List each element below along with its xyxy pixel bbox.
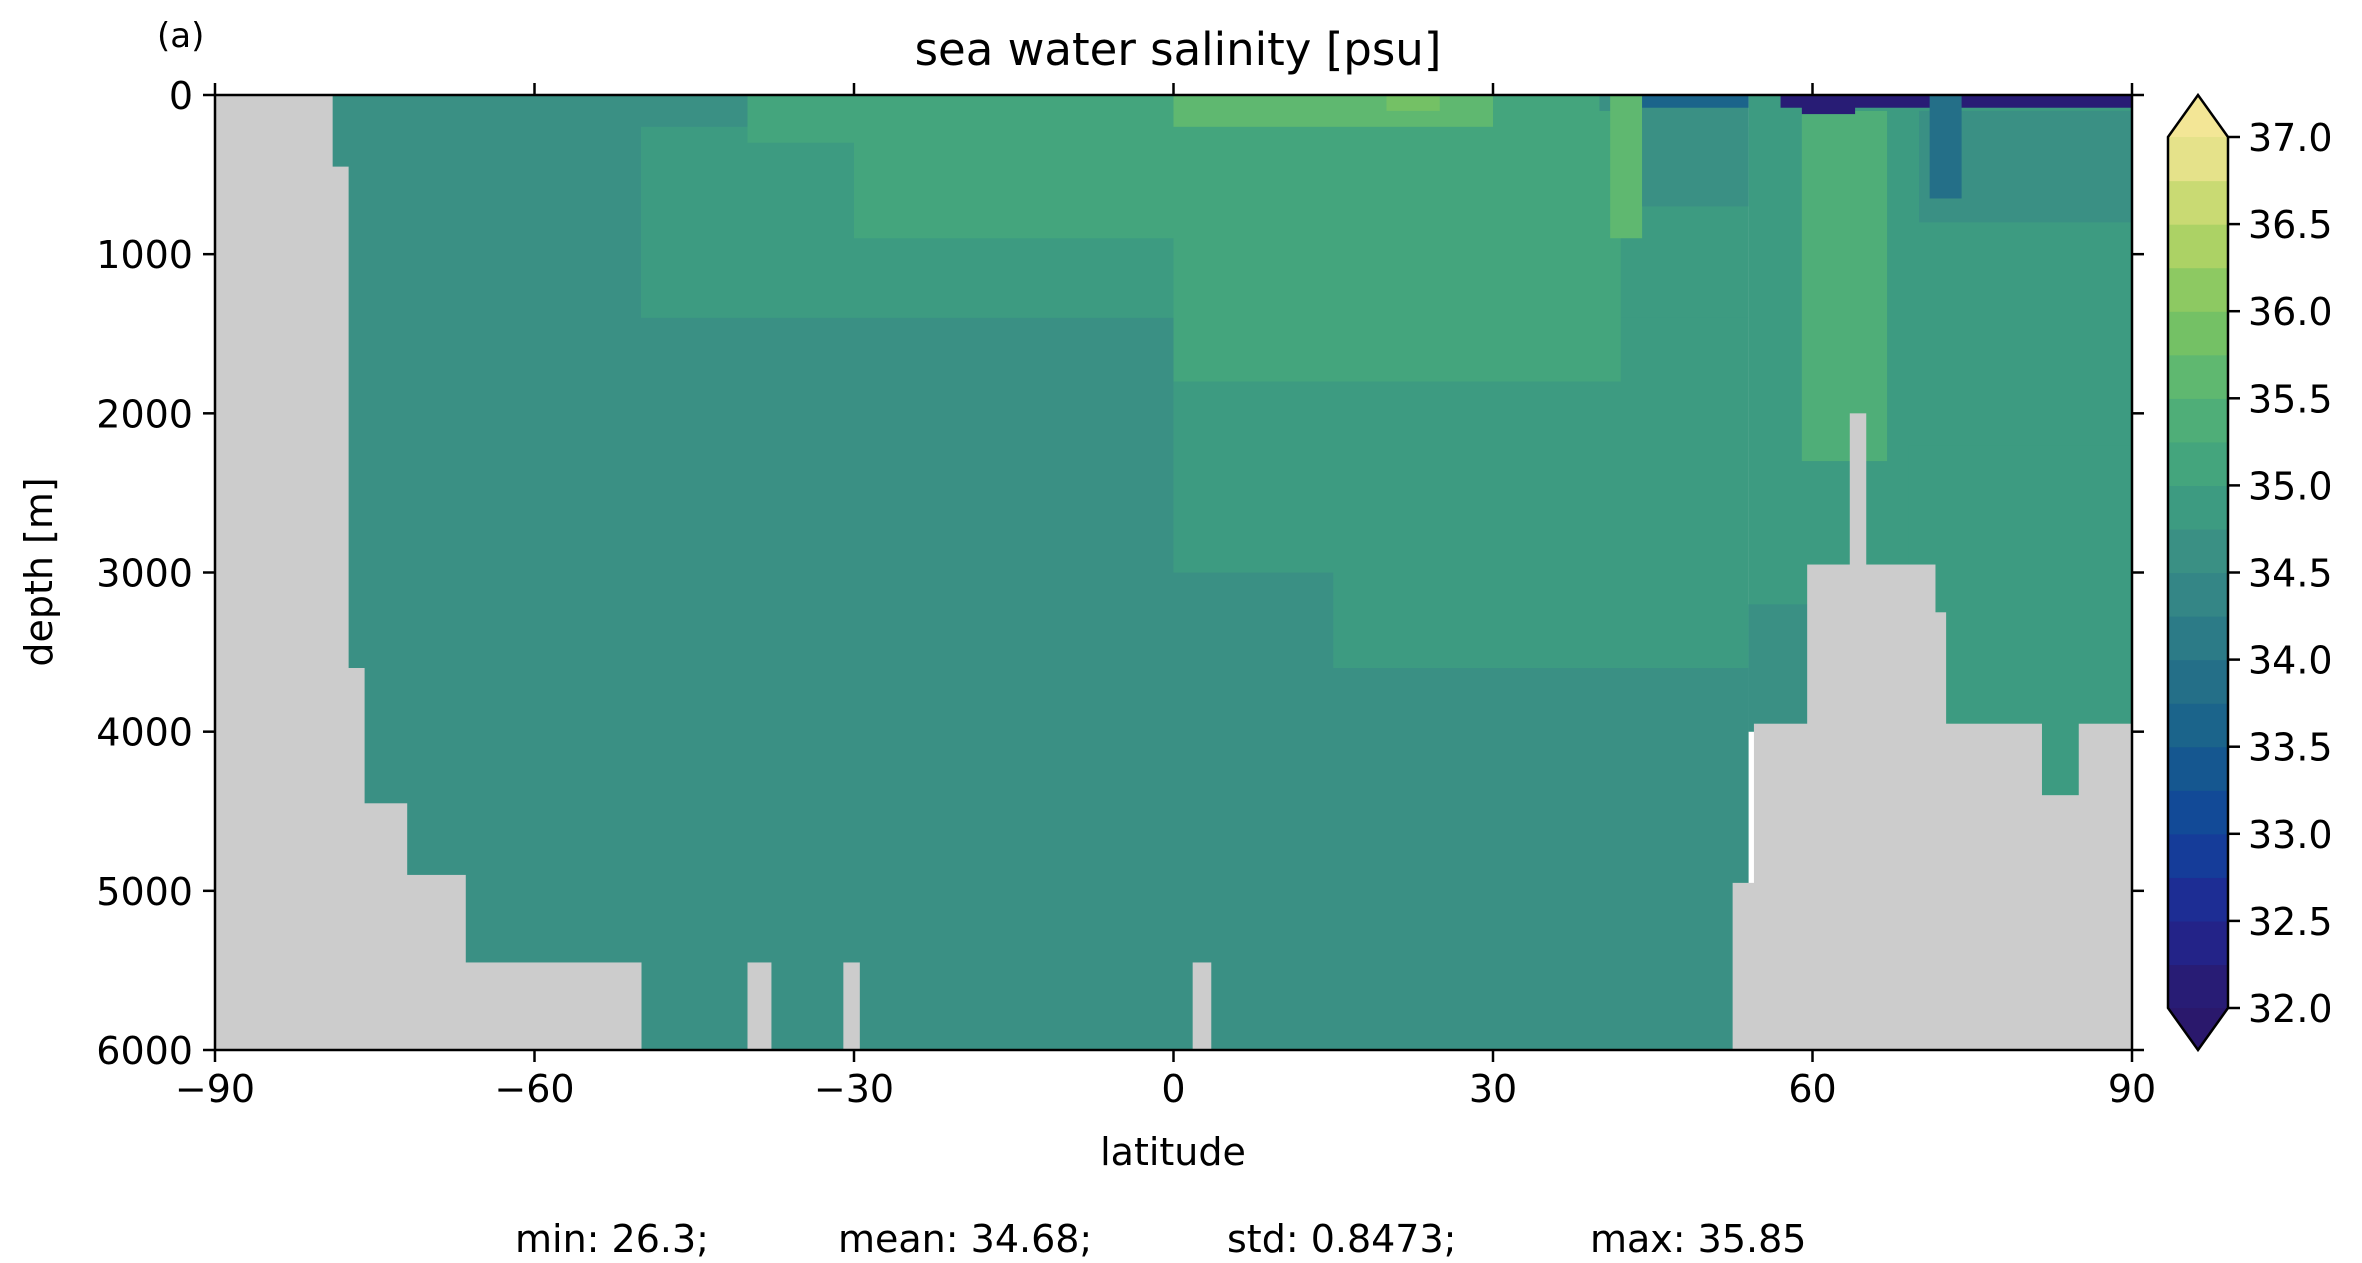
colorbar-level bbox=[2168, 485, 2228, 530]
x-tick-label: 60 bbox=[1788, 1067, 1836, 1111]
colorbar-tick-label: 32.0 bbox=[2248, 987, 2333, 1031]
stat-max: max: 35.85 bbox=[1590, 1217, 1806, 1261]
x-axis: −90 −60 −30 0 30 60 90 bbox=[175, 83, 2156, 1111]
x-tick-label: −60 bbox=[494, 1067, 574, 1111]
colorbar-level bbox=[2168, 528, 2228, 574]
colorbar-extend-bottom bbox=[2168, 1008, 2228, 1050]
salinity-cell bbox=[1386, 95, 1440, 111]
land-cell bbox=[465, 962, 642, 1050]
colorbar-level bbox=[2168, 746, 2228, 791]
x-tick-label: −90 bbox=[175, 1067, 255, 1111]
colorbar-tick-label: 33.0 bbox=[2248, 813, 2333, 857]
colorbar-tick-label: 35.0 bbox=[2248, 464, 2333, 508]
colorbar-level bbox=[2168, 833, 2228, 878]
salinity-cell bbox=[1642, 95, 1749, 207]
colorbar-tick-label: 33.5 bbox=[2248, 726, 2333, 770]
land-cell bbox=[843, 962, 860, 1050]
salinity-cell bbox=[1333, 572, 1749, 668]
stat-min: min: 26.3; bbox=[515, 1217, 709, 1261]
colorbar-tick-label: 36.5 bbox=[2248, 203, 2333, 247]
y-tick-label: 6000 bbox=[96, 1029, 193, 1073]
salinity-cell bbox=[1610, 95, 1643, 239]
y-axis-label: depth [m] bbox=[17, 477, 61, 666]
colorbar-level bbox=[2168, 311, 2228, 356]
colorbar-level bbox=[2168, 964, 2228, 1009]
land-cell bbox=[1849, 413, 1867, 1050]
salinity-regions bbox=[332, 95, 2132, 1050]
stat-mean: mean: 34.68; bbox=[838, 1217, 1092, 1261]
colorbar-level bbox=[2168, 572, 2228, 617]
land-cell bbox=[215, 95, 333, 1050]
colorbar-level bbox=[2168, 441, 2228, 486]
y-tick-label: 3000 bbox=[96, 552, 193, 596]
land-cell bbox=[364, 803, 408, 1050]
salinity-cell bbox=[1801, 95, 1856, 115]
y-tick-label: 4000 bbox=[96, 711, 193, 755]
colorbar-tick-label: 37.0 bbox=[2248, 116, 2333, 160]
colorbar-level bbox=[2168, 659, 2228, 704]
stat-std: std: 0.8473; bbox=[1227, 1217, 1456, 1261]
salinity-cell bbox=[1173, 110, 1621, 382]
land-cell bbox=[747, 962, 772, 1050]
land-cell bbox=[1934, 612, 1947, 1050]
y-axis: 0 1000 2000 3000 4000 5000 6000 bbox=[96, 74, 2144, 1073]
land-cell bbox=[332, 166, 349, 1050]
colorbar-level bbox=[2168, 920, 2228, 966]
x-axis-label: latitude bbox=[1100, 1130, 1246, 1174]
panel-label: (a) bbox=[157, 16, 204, 56]
land-cell bbox=[2078, 723, 2132, 1050]
y-tick-label: 5000 bbox=[96, 870, 193, 914]
x-tick-label: 90 bbox=[2108, 1067, 2156, 1111]
salinity-cell bbox=[854, 110, 1174, 239]
colorbar-tick-label: 32.5 bbox=[2248, 900, 2333, 944]
plot-area bbox=[215, 95, 2132, 1050]
land-cell bbox=[406, 874, 466, 1050]
colorbar-level bbox=[2168, 354, 2228, 399]
land-mask bbox=[215, 95, 2132, 1050]
stats-line: min: 26.3; mean: 34.68; std: 0.8473; max… bbox=[515, 1217, 1806, 1261]
colorbar-tick-label: 35.5 bbox=[2248, 377, 2333, 421]
colorbar: 32.0 32.5 33.0 33.5 34.0 34.5 35.0 35.5 36.0 36.5… bbox=[2166, 92, 2333, 1053]
colorbar-level bbox=[2168, 137, 2228, 182]
colorbar-tick-label: 36.0 bbox=[2248, 290, 2333, 334]
land-cell bbox=[1753, 723, 1808, 1050]
y-tick-label: 0 bbox=[169, 74, 193, 118]
land-cell bbox=[1945, 723, 2042, 1050]
chart-title: sea water salinity [psu] bbox=[915, 23, 1442, 76]
salinity-cell bbox=[1642, 95, 1749, 108]
colorbar-level bbox=[2168, 790, 2228, 835]
colorbar-tick-label: 34.0 bbox=[2248, 639, 2333, 683]
x-tick-label: −30 bbox=[814, 1067, 894, 1111]
land-cell bbox=[1807, 564, 1851, 1050]
colorbar-extend-top bbox=[2168, 95, 2228, 137]
colorbar-tick-label: 34.5 bbox=[2248, 552, 2333, 596]
land-cell bbox=[1865, 564, 1936, 1050]
land-cell bbox=[1192, 962, 1212, 1050]
colorbar-level bbox=[2168, 398, 2228, 443]
colorbar-level bbox=[2168, 224, 2228, 269]
colorbar-level bbox=[2168, 267, 2228, 312]
land-cell bbox=[348, 668, 365, 1050]
land-cell bbox=[2041, 795, 2080, 1050]
x-tick-label: 30 bbox=[1469, 1067, 1517, 1111]
land-cell bbox=[1732, 882, 1755, 1050]
colorbar-level bbox=[2168, 877, 2228, 922]
salinity-cell bbox=[1801, 110, 1888, 462]
salinity-cell bbox=[1929, 95, 1962, 199]
salinity-cell bbox=[1173, 95, 1493, 127]
colorbar-level bbox=[2168, 616, 2228, 661]
colorbar-level bbox=[2168, 703, 2228, 748]
y-tick-label: 1000 bbox=[96, 233, 193, 277]
y-tick-label: 2000 bbox=[96, 392, 193, 436]
colorbar-level bbox=[2168, 180, 2228, 225]
x-tick-label: 0 bbox=[1161, 1067, 1185, 1111]
